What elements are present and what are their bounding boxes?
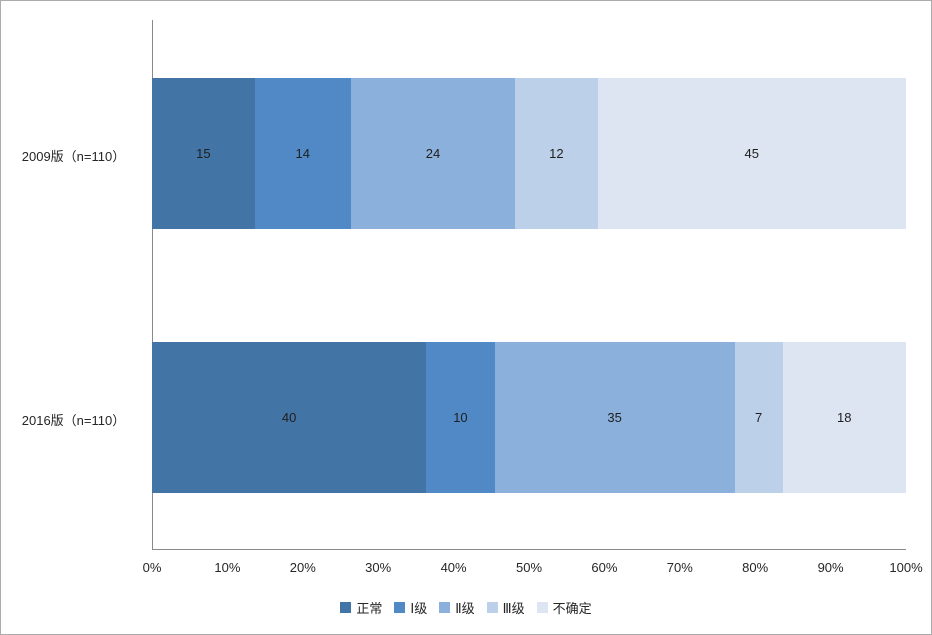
bar-segment: 40 bbox=[152, 342, 427, 493]
legend-item: 正常 bbox=[340, 598, 382, 617]
legend-item: Ⅲ级 bbox=[486, 598, 525, 617]
bar-value-label: 35 bbox=[607, 410, 622, 425]
bar-value-label: 18 bbox=[837, 410, 852, 425]
legend-label: 正常 bbox=[356, 601, 383, 616]
bar-value-label: 12 bbox=[549, 146, 564, 161]
x-axis-line bbox=[152, 549, 906, 550]
x-tick-label: 60% bbox=[591, 560, 618, 575]
bar-value-label: 15 bbox=[196, 146, 211, 161]
x-tick-label: 100% bbox=[889, 560, 923, 575]
bar-segment: 18 bbox=[782, 342, 906, 493]
legend-swatch-icon bbox=[486, 602, 498, 613]
legend-label: Ⅲ级 bbox=[502, 601, 525, 616]
legend-label: Ⅰ级 bbox=[410, 601, 428, 616]
bar-segment: 14 bbox=[254, 78, 351, 229]
legend-swatch-icon bbox=[439, 602, 451, 613]
legend-item: Ⅰ级 bbox=[394, 598, 427, 617]
x-tick-label: 10% bbox=[214, 560, 241, 575]
bar-value-label: 14 bbox=[295, 146, 311, 161]
bar-row: 15 14 24 12 45 bbox=[152, 78, 906, 229]
category-label: 2009版（n=110） bbox=[21, 148, 126, 164]
x-tick-label: 70% bbox=[666, 560, 693, 575]
bar-value-label: 24 bbox=[425, 146, 441, 161]
bar-segment: 24 bbox=[350, 78, 516, 229]
legend-item: 不确定 bbox=[536, 598, 592, 617]
category-label: 2016版（n=110） bbox=[21, 412, 126, 428]
bar-row: 40 10 35 7 18 bbox=[152, 342, 906, 493]
x-tick-label: 30% bbox=[365, 560, 392, 575]
x-tick-label: 90% bbox=[817, 560, 844, 575]
x-tick-label: 80% bbox=[742, 560, 769, 575]
x-tick-label: 40% bbox=[440, 560, 467, 575]
bar-segment: 7 bbox=[734, 342, 783, 493]
y-axis-line bbox=[152, 20, 153, 549]
bar-value-label: 40 bbox=[281, 410, 297, 425]
bar-value-label: 45 bbox=[744, 146, 759, 161]
bar-segment: 10 bbox=[426, 342, 495, 493]
x-tick-label: 50% bbox=[515, 560, 543, 575]
legend-item: Ⅱ级 bbox=[439, 598, 475, 617]
legend-swatch-icon bbox=[536, 602, 548, 613]
bar-segment: 12 bbox=[515, 78, 598, 229]
legend-label: 不确定 bbox=[552, 601, 592, 616]
bar-segment: 15 bbox=[152, 78, 255, 229]
bar-value-label: 7 bbox=[754, 410, 763, 425]
bar-value-label: 10 bbox=[453, 410, 468, 425]
legend-swatch-icon bbox=[394, 602, 406, 613]
x-tick-label: 20% bbox=[289, 560, 316, 575]
legend-label: Ⅱ级 bbox=[455, 601, 475, 616]
x-tick-label: 0% bbox=[142, 560, 162, 575]
bar-segment: 45 bbox=[597, 78, 906, 229]
legend-swatch-icon bbox=[340, 602, 352, 613]
bar-segment: 35 bbox=[494, 342, 735, 493]
legend: 正常 Ⅰ级 Ⅱ级 Ⅲ级 不确定 bbox=[1, 598, 931, 617]
